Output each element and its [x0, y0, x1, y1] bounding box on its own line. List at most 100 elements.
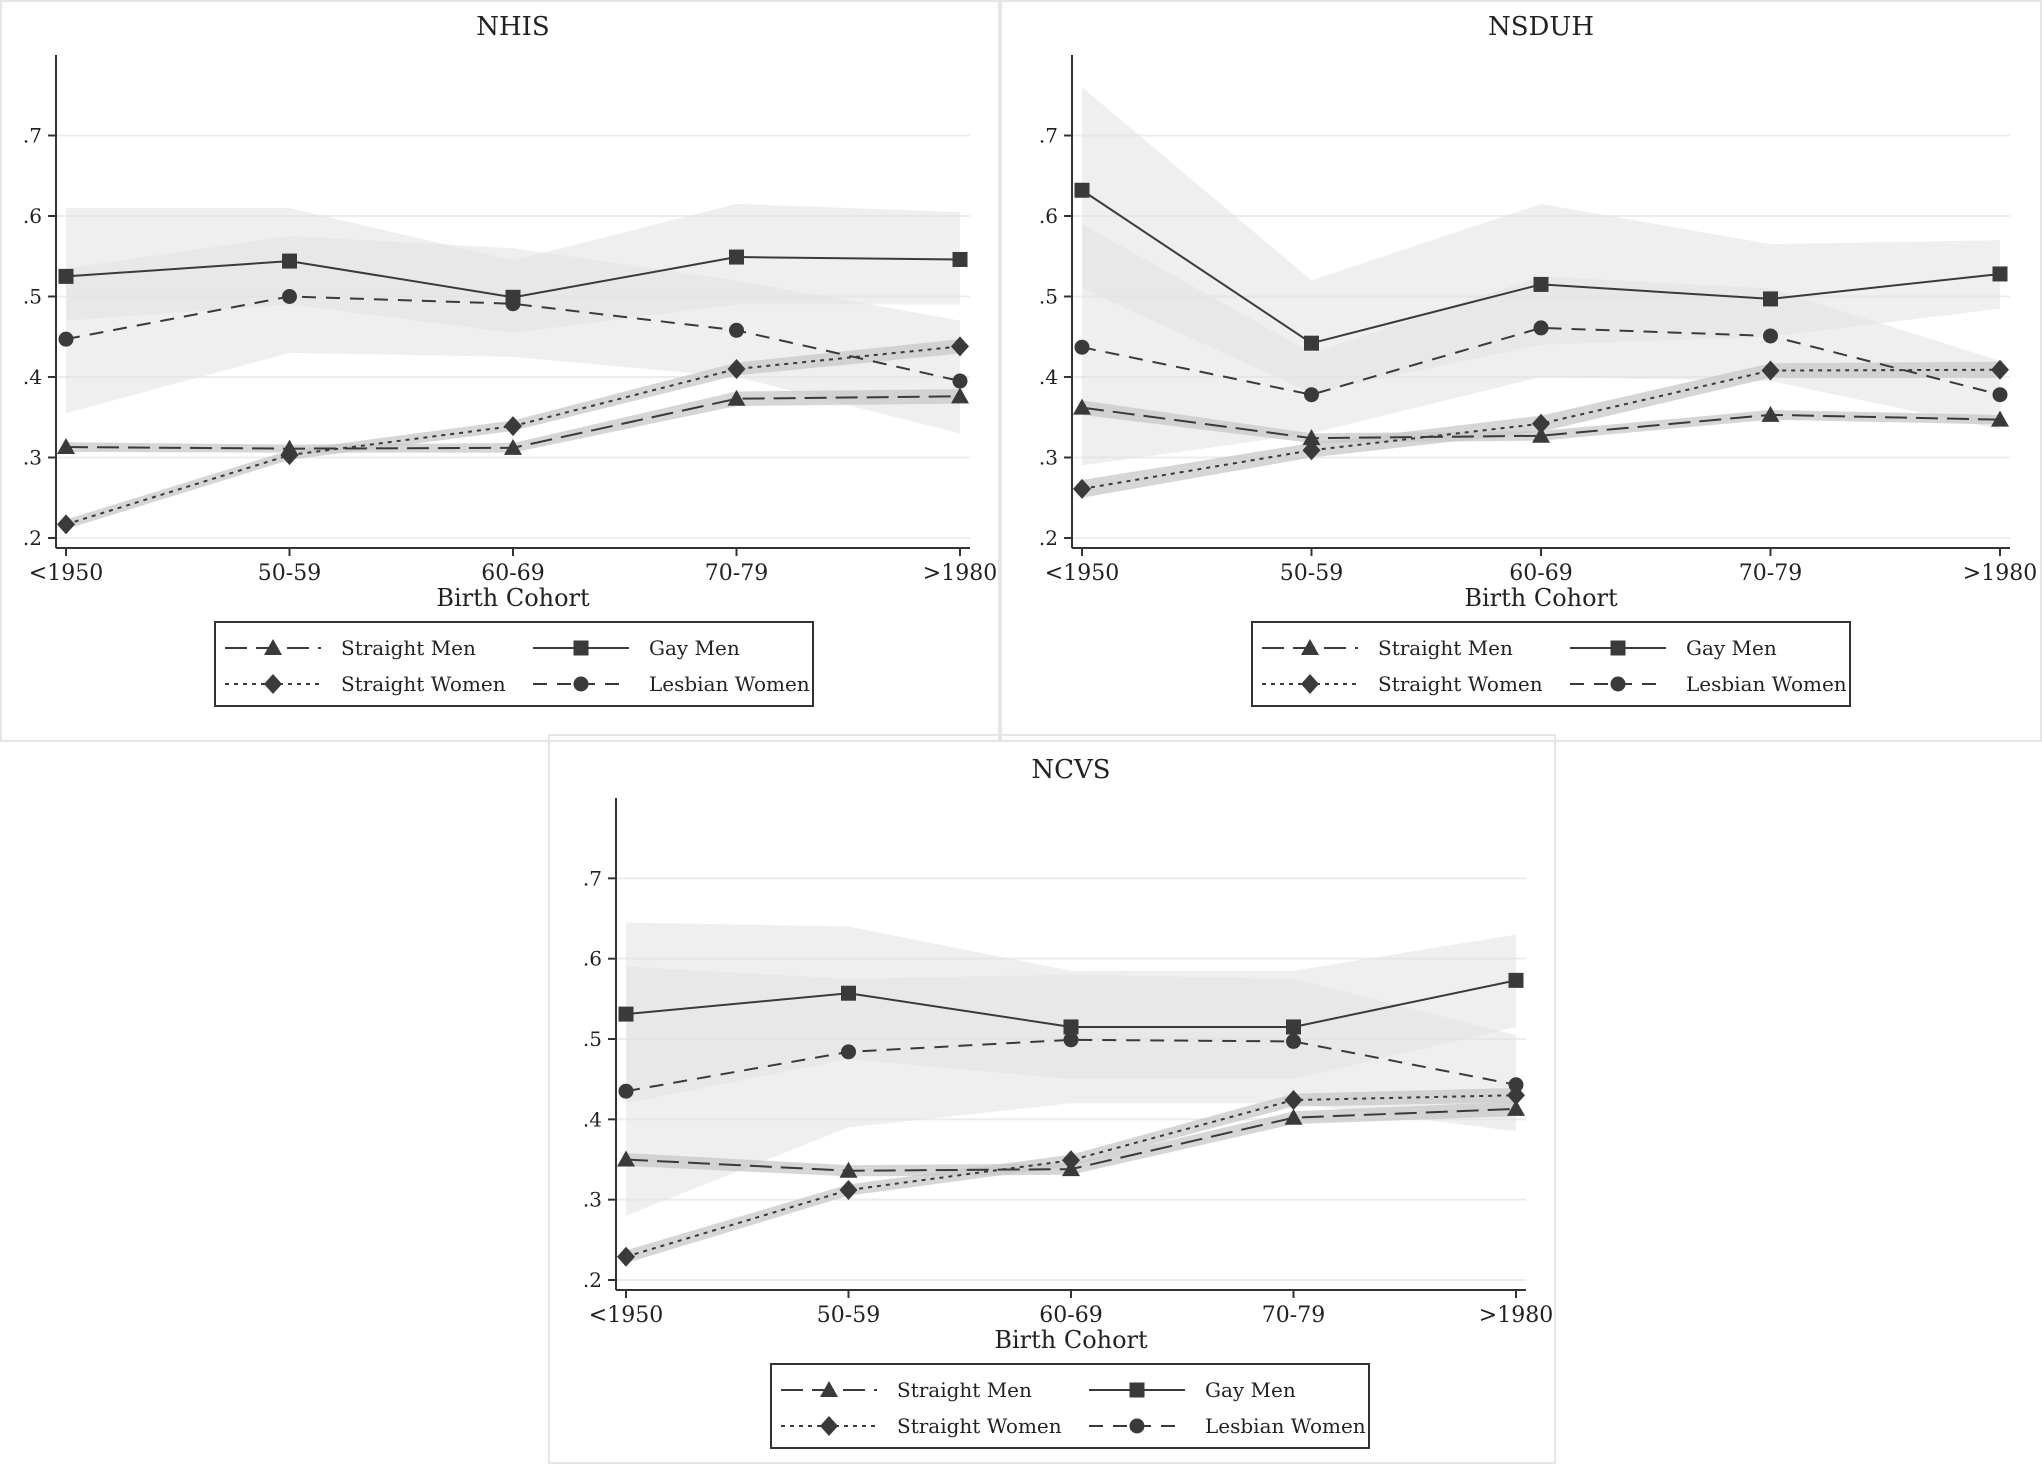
x-tick-label: >1980: [923, 561, 997, 586]
legend-label: Straight Women: [341, 672, 506, 696]
legend-label: Lesbian Women: [1205, 1414, 1366, 1438]
x-tick-label: 50-59: [258, 561, 321, 586]
data-point-gay-men: [729, 249, 744, 265]
data-point-straight-women: [1073, 478, 1091, 499]
data-point-gay-men: [618, 1006, 634, 1022]
legend-marker: [1610, 676, 1626, 692]
y-tick-label: .4: [583, 1107, 602, 1131]
data-point-lesbian-women: [282, 289, 297, 304]
data-point-lesbian-women: [1074, 339, 1090, 355]
data-point-straight-women: [1991, 359, 2009, 380]
legend-label: Straight Women: [1378, 672, 1543, 696]
chart-1: NSDUH .2 .3 .4 .5 .6 .7 <1950 50-59 60-69 70-79 >19…: [1000, 0, 2042, 742]
data-point-gay-men: [1763, 291, 1778, 307]
ci-band-straight-women: [66, 339, 960, 530]
ci-band-lesbian-women: [66, 236, 960, 434]
y-tick-label: .6: [23, 204, 42, 228]
y-tick-label: .7: [1039, 124, 1058, 148]
x-tick-label: >1980: [1963, 561, 2037, 586]
legend-box: [770, 1363, 1370, 1449]
data-point-gay-men: [282, 253, 297, 269]
y-tick-label: .6: [1039, 204, 1058, 228]
chart-title: NHIS: [476, 12, 550, 42]
data-point-gay-men: [1074, 182, 1090, 198]
legend-marker: [1301, 674, 1319, 694]
data-point-gay-men: [1304, 335, 1319, 351]
panel-frame: [1000, 0, 2042, 742]
y-tick-label: .5: [1039, 285, 1058, 309]
x-tick-label: 70-79: [1739, 561, 1802, 586]
data-point-straight-men: [1507, 1099, 1525, 1116]
data-point-lesbian-women: [1304, 387, 1319, 403]
data-point-straight-women: [1532, 413, 1550, 434]
legend-box: [214, 621, 814, 707]
legend-label: Straight Men: [897, 1378, 1032, 1402]
series-line-lesbian-women: [1081, 326, 2001, 396]
x-tick-label: 70-79: [705, 561, 768, 586]
y-tick-label: .3: [583, 1188, 602, 1212]
data-point-gay-men: [841, 985, 856, 1001]
panel-frame: [0, 0, 1000, 742]
y-tick-label: .3: [23, 446, 42, 470]
legend-label: Gay Men: [1205, 1378, 1296, 1402]
y-tick-label: .5: [583, 1027, 602, 1051]
data-point-lesbian-women: [1533, 320, 1549, 336]
x-tick-label: 60-69: [1509, 561, 1572, 586]
data-point-straight-women: [57, 514, 75, 535]
x-tick-label: 50-59: [817, 1303, 880, 1328]
data-point-lesbian-women: [841, 1044, 856, 1060]
legend-marker: [573, 640, 589, 656]
data-point-lesbian-women: [729, 322, 744, 338]
data-point-straight-men: [727, 389, 746, 406]
panel-frame: [548, 734, 1556, 1464]
legend-marker: [820, 1416, 838, 1436]
y-tick-label: .6: [583, 947, 602, 971]
legend-label: Straight Women: [897, 1414, 1062, 1438]
data-point-gay-men: [1286, 1019, 1301, 1035]
x-axis-title: Birth Cohort: [1464, 584, 1618, 612]
legend-marker: [1129, 1418, 1145, 1434]
series-line-straight-women: [625, 1094, 1517, 1258]
legend-label: Lesbian Women: [1686, 672, 1847, 696]
x-tick-label: <1950: [589, 1303, 663, 1328]
y-tick-label: .4: [1039, 365, 1058, 389]
y-tick-label: .2: [1039, 526, 1058, 550]
data-point-straight-men: [1761, 405, 1780, 422]
data-point-straight-men: [1073, 398, 1091, 415]
data-point-straight-women: [617, 1246, 635, 1267]
data-point-gay-men: [1063, 1019, 1079, 1035]
series-line-straight-women: [1081, 368, 2001, 490]
x-tick-label: <1950: [29, 561, 103, 586]
legend-marker: [264, 674, 282, 694]
x-tick-label: 50-59: [1280, 561, 1343, 586]
data-point-straight-women: [1761, 360, 1780, 381]
data-point-lesbian-women: [1763, 328, 1778, 344]
data-point-lesbian-women: [1063, 1032, 1079, 1048]
data-point-lesbian-women: [618, 1083, 634, 1099]
data-point-straight-women: [839, 1180, 858, 1201]
y-tick-label: .5: [23, 285, 42, 309]
data-point-lesbian-women: [1286, 1033, 1301, 1049]
legend-marker: [1610, 640, 1626, 656]
data-point-straight-men: [1991, 410, 2009, 427]
y-tick-label: .7: [23, 124, 42, 148]
legend-label: Gay Men: [1686, 636, 1777, 660]
data-point-gay-men: [952, 251, 968, 267]
legend-label: Straight Men: [1378, 636, 1513, 660]
data-point-lesbian-women: [1992, 387, 2008, 403]
data-point-straight-women: [1302, 440, 1321, 461]
data-point-straight-women: [951, 336, 969, 357]
chart-2: NCVS .2 .3 .4 .5 .6 .7 <1950 50-59 60-69 70-79 >198…: [548, 734, 1556, 1464]
series-line-lesbian-women: [625, 1038, 1517, 1093]
legend-marker: [573, 676, 589, 692]
legend-label: Lesbian Women: [649, 672, 810, 696]
legend-marker: [1129, 1382, 1145, 1398]
legend-label: Straight Men: [341, 636, 476, 660]
data-point-straight-women: [727, 358, 746, 379]
legend-marker: [264, 639, 282, 655]
y-tick-label: .2: [23, 526, 42, 550]
legend-marker: [1301, 639, 1319, 655]
data-point-straight-men: [1302, 429, 1321, 446]
